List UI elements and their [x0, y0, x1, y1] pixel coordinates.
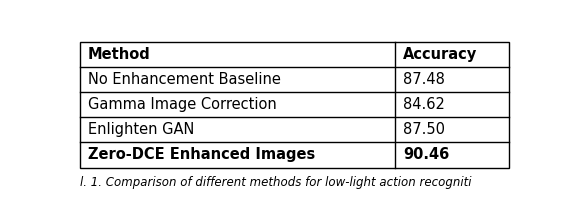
- Text: Accuracy: Accuracy: [403, 47, 477, 62]
- Bar: [80, 42, 509, 167]
- Text: 84.62: 84.62: [403, 97, 445, 112]
- Text: 90.46: 90.46: [403, 147, 449, 162]
- Text: No Enhancement Baseline: No Enhancement Baseline: [88, 72, 281, 87]
- Text: Gamma Image Correction: Gamma Image Correction: [88, 97, 277, 112]
- Text: Enlighten GAN: Enlighten GAN: [88, 122, 194, 137]
- Text: l. 1. Comparison of different methods for low-light action recogniti: l. 1. Comparison of different methods fo…: [80, 176, 471, 188]
- Text: 87.50: 87.50: [403, 122, 445, 137]
- Text: Zero-DCE Enhanced Images: Zero-DCE Enhanced Images: [88, 147, 315, 162]
- Text: 87.48: 87.48: [403, 72, 445, 87]
- Text: Method: Method: [88, 47, 150, 62]
